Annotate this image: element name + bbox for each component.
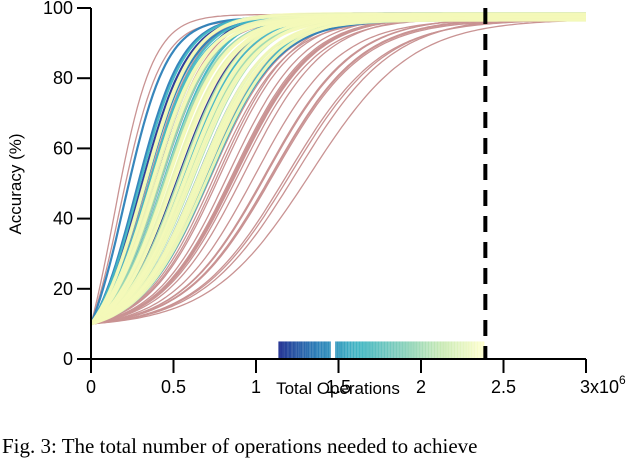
y-tick-label: 100 [43,0,73,18]
x-tick-label: 0.5 [161,377,186,397]
curve [90,19,586,325]
y-tick-label: 60 [53,138,73,158]
y-axis-title: Accuracy (%) [6,133,25,234]
y-tick-label: 80 [53,68,73,88]
x-tick-label: 2 [416,377,426,397]
y-tick-label: 20 [53,279,73,299]
curve [90,15,586,326]
accuracy-vs-operations-chart: 0 20 40 60 80 100 0 0.5 1 1.5 2 2.5 3x106 Total Oper… [6,0,626,398]
curve [90,19,586,325]
x-tick-label: 1 [251,377,261,397]
curve [89,16,586,325]
x-tick-label: 2.5 [491,377,516,397]
x-tick-label: 1.5 [326,377,351,397]
axes: 0 20 40 60 80 100 0 0.5 1 1.5 2 2.5 3x106 [43,0,626,397]
figure-caption: Fig. 3: The total number of operations n… [2,434,478,458]
x-tick-label: 0 [86,377,96,397]
curve [90,14,586,325]
y-tick-label: 0 [63,349,73,369]
y-tick-label: 40 [53,209,73,229]
x-axis-title: Total Operations [276,379,400,398]
curve [90,13,586,326]
curve [90,18,586,325]
x-multiplier-exponent: 6 [619,373,626,387]
x-tick-label: 3x106 [580,373,626,397]
learning-curves [89,12,587,326]
x-multiplier: x10 [590,377,619,397]
operations-rug [278,341,485,359]
